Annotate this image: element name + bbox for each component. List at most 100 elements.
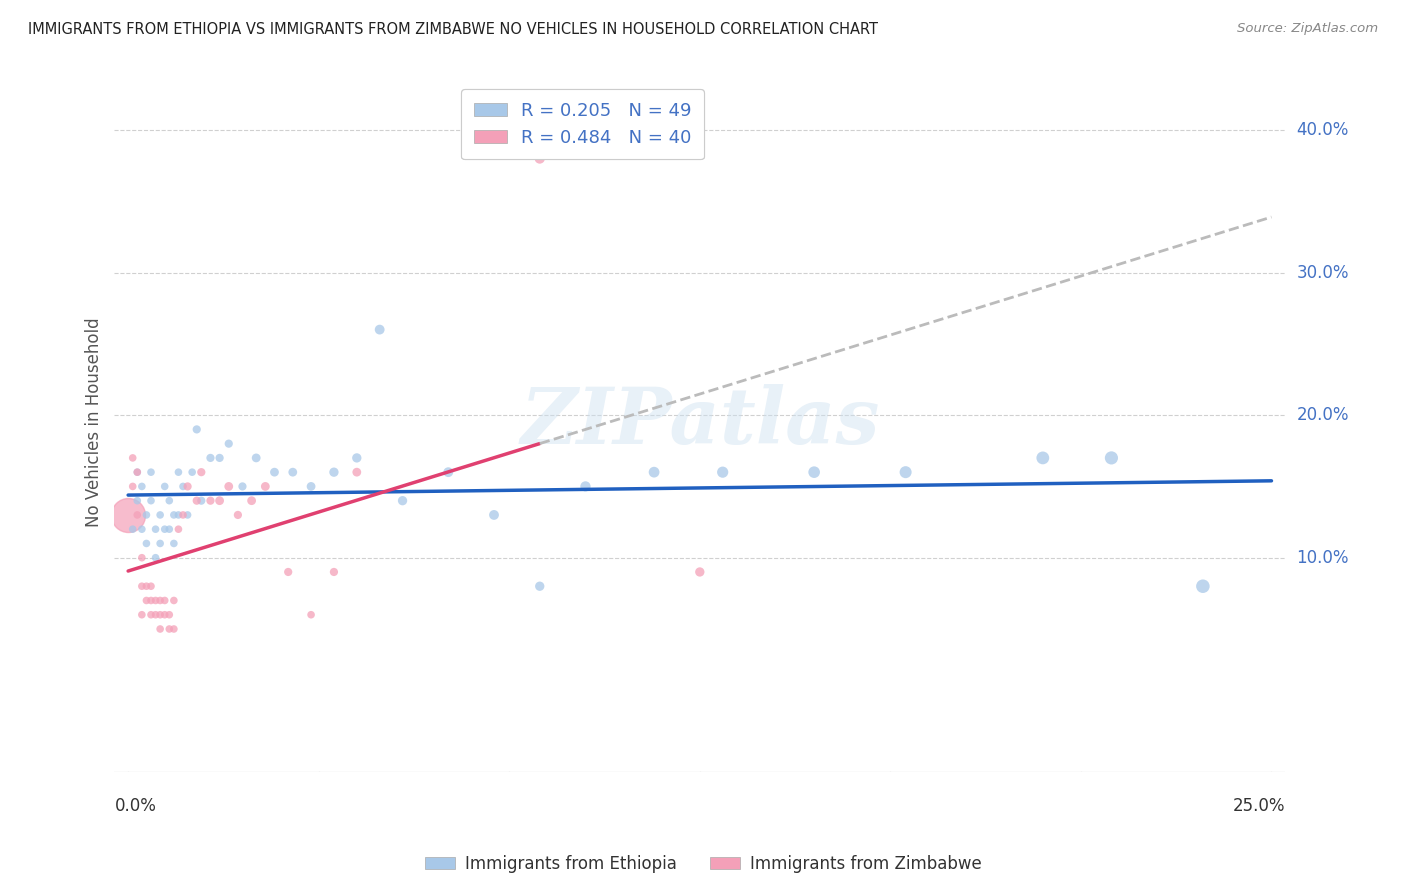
- Point: [218, 436, 240, 450]
- Point: [139, 593, 162, 607]
- Point: [157, 522, 180, 536]
- Point: [131, 607, 153, 622]
- Point: [181, 465, 204, 479]
- Point: [163, 536, 186, 550]
- Point: [131, 579, 153, 593]
- Point: [323, 565, 346, 579]
- Point: [167, 465, 190, 479]
- Point: [145, 550, 167, 565]
- Point: [153, 522, 176, 536]
- Point: [803, 465, 825, 479]
- Point: [218, 479, 240, 493]
- Point: [172, 479, 194, 493]
- Point: [190, 493, 212, 508]
- Point: [240, 493, 263, 508]
- Point: [153, 593, 176, 607]
- Point: [117, 508, 139, 522]
- Point: [1032, 450, 1054, 465]
- Point: [190, 465, 212, 479]
- Point: [299, 607, 322, 622]
- Point: [139, 607, 162, 622]
- Point: [131, 550, 153, 565]
- Point: [121, 522, 143, 536]
- Text: 40.0%: 40.0%: [1296, 121, 1348, 139]
- Point: [121, 450, 143, 465]
- Point: [167, 508, 190, 522]
- Point: [346, 450, 368, 465]
- Point: [149, 593, 172, 607]
- Text: IMMIGRANTS FROM ETHIOPIA VS IMMIGRANTS FROM ZIMBABWE NO VEHICLES IN HOUSEHOLD CO: IMMIGRANTS FROM ETHIOPIA VS IMMIGRANTS F…: [28, 22, 879, 37]
- Point: [689, 565, 711, 579]
- Y-axis label: No Vehicles in Household: No Vehicles in Household: [86, 318, 103, 527]
- Text: ZIPatlas: ZIPatlas: [520, 384, 880, 460]
- Point: [127, 465, 149, 479]
- Point: [176, 508, 198, 522]
- Point: [121, 479, 143, 493]
- Legend: Immigrants from Ethiopia, Immigrants from Zimbabwe: Immigrants from Ethiopia, Immigrants fro…: [418, 848, 988, 880]
- Point: [186, 422, 208, 436]
- Point: [127, 508, 149, 522]
- Point: [254, 479, 277, 493]
- Point: [135, 579, 157, 593]
- Point: [139, 579, 162, 593]
- Point: [157, 622, 180, 636]
- Point: [200, 493, 222, 508]
- Point: [139, 465, 162, 479]
- Point: [226, 508, 249, 522]
- Point: [145, 607, 167, 622]
- Point: [711, 465, 734, 479]
- Point: [149, 622, 172, 636]
- Point: [149, 607, 172, 622]
- Point: [153, 607, 176, 622]
- Point: [127, 465, 149, 479]
- Point: [529, 579, 551, 593]
- Point: [149, 508, 172, 522]
- Point: [145, 522, 167, 536]
- Point: [208, 493, 231, 508]
- Point: [574, 479, 596, 493]
- Legend: R = 0.205   N = 49, R = 0.484   N = 40: R = 0.205 N = 49, R = 0.484 N = 40: [461, 89, 704, 160]
- Point: [281, 465, 304, 479]
- Text: Source: ZipAtlas.com: Source: ZipAtlas.com: [1237, 22, 1378, 36]
- Text: 25.0%: 25.0%: [1233, 797, 1285, 814]
- Point: [176, 479, 198, 493]
- Point: [894, 465, 917, 479]
- Point: [231, 479, 253, 493]
- Point: [163, 622, 186, 636]
- Point: [391, 493, 413, 508]
- Point: [200, 450, 222, 465]
- Point: [186, 493, 208, 508]
- Text: 10.0%: 10.0%: [1296, 549, 1348, 566]
- Point: [346, 465, 368, 479]
- Point: [127, 493, 149, 508]
- Point: [263, 465, 285, 479]
- Point: [163, 593, 186, 607]
- Point: [135, 593, 157, 607]
- Point: [135, 536, 157, 550]
- Text: 30.0%: 30.0%: [1296, 263, 1348, 282]
- Point: [643, 465, 665, 479]
- Point: [482, 508, 505, 522]
- Point: [323, 465, 346, 479]
- Point: [277, 565, 299, 579]
- Point: [245, 450, 267, 465]
- Point: [368, 323, 391, 337]
- Point: [149, 536, 172, 550]
- Text: 20.0%: 20.0%: [1296, 406, 1348, 424]
- Point: [153, 479, 176, 493]
- Point: [167, 522, 190, 536]
- Point: [208, 450, 231, 465]
- Point: [529, 152, 551, 166]
- Point: [135, 508, 157, 522]
- Point: [139, 493, 162, 508]
- Point: [163, 508, 186, 522]
- Point: [1099, 450, 1122, 465]
- Point: [1192, 579, 1215, 593]
- Point: [131, 522, 153, 536]
- Point: [157, 493, 180, 508]
- Point: [299, 479, 322, 493]
- Text: 0.0%: 0.0%: [114, 797, 156, 814]
- Point: [145, 593, 167, 607]
- Point: [437, 465, 460, 479]
- Point: [157, 607, 180, 622]
